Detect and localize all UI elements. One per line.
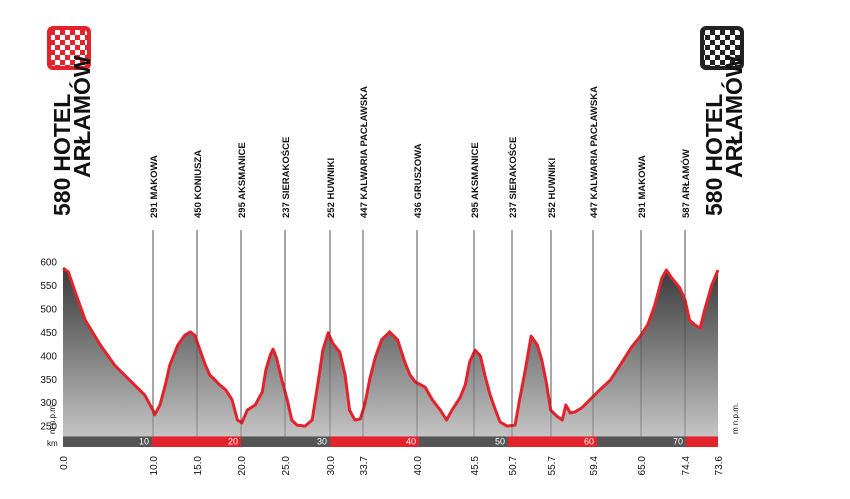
waypoint-name: 447 KALWARIA PACŁAWSKA — [589, 86, 600, 218]
finish-flag — [700, 26, 744, 70]
start-flag — [47, 26, 91, 70]
x-tick-label: 70 — [673, 437, 683, 447]
waypoint-name: 252 HUWNIKI — [326, 158, 337, 218]
y-label: m n.p.m. — [48, 403, 57, 434]
waypoint-km: 30.0 — [326, 456, 337, 476]
waypoint-km: 20.0 — [237, 456, 248, 476]
km-segment — [329, 436, 419, 447]
profile-line — [62, 266, 720, 428]
start-name: HOTEL — [49, 94, 75, 172]
waypoint-name: 450 KONIUSZA — [193, 150, 204, 218]
waypoint-name: 291 MAKOWA — [149, 155, 160, 218]
waypoint-km: 50.7 — [508, 456, 519, 476]
waypoint-name: 436 GRUSZOWA — [413, 143, 424, 218]
profile-area — [63, 268, 718, 437]
waypoint-name: 587 ARŁAMÓW — [680, 149, 692, 218]
km-segment — [507, 436, 597, 447]
x-tick-label: 20 — [228, 437, 238, 447]
y-tick-label: 600 — [40, 258, 57, 269]
finish-name: ARŁAMÓW — [720, 55, 747, 178]
waypoint-km: 33.7 — [359, 456, 370, 476]
finish-name: HOTEL — [701, 94, 727, 172]
start-km: 0.0 — [59, 456, 70, 470]
start-name: ARŁAMÓW — [68, 55, 95, 178]
km-segment — [685, 436, 718, 447]
y-tick-label: 300 — [40, 398, 57, 409]
y-tick-label: 450 — [40, 328, 57, 339]
waypoint-name: 295 AKSMANICE — [237, 142, 248, 218]
km-segment — [596, 436, 686, 447]
waypoint-km: 74.4 — [681, 456, 692, 476]
y-tick-label: 500 — [40, 305, 57, 316]
waypoint-km: 45.5 — [470, 456, 481, 476]
finish-label: 580 HOTEL — [701, 94, 727, 216]
y-label: m n.p.m. — [731, 403, 740, 434]
km-segment — [240, 436, 330, 447]
x-tick-label: 50 — [495, 437, 505, 447]
waypoint-name: 295 AKSMANICE — [470, 142, 481, 218]
waypoint-name: 291 MAKOWA — [637, 155, 648, 218]
finish-km: 73.6 — [714, 456, 725, 476]
y-tick-label: 350 — [40, 375, 57, 386]
y-tick-label: 250 — [40, 422, 57, 433]
y-tick-label: 400 — [40, 351, 57, 362]
waypoint-km: 65.0 — [637, 456, 648, 476]
waypoint-km: 40.0 — [413, 456, 424, 476]
waypoint-km: 25.0 — [281, 456, 292, 476]
start-altitude: 580 — [49, 178, 75, 216]
waypoint-name: 447 KALWARIA PACŁAWSKA — [359, 86, 370, 218]
x-tick-label: 60 — [584, 437, 594, 447]
finish-altitude: 580 — [701, 178, 727, 216]
km-segment — [418, 436, 508, 447]
x-tick-label: 10 — [139, 437, 149, 447]
x-tick-label: 40 — [406, 437, 416, 447]
y-tick-label: 550 — [40, 281, 57, 292]
waypoint-km: 15.0 — [193, 456, 204, 476]
start-label: 580 HOTEL — [49, 94, 75, 216]
waypoint-km: 55.7 — [547, 456, 558, 476]
waypoint-name: 237 SIERAKOŚCE — [507, 137, 519, 218]
waypoint-km: 59.4 — [589, 456, 600, 476]
x-tick-label: 30 — [317, 437, 327, 447]
km-segment — [151, 436, 241, 447]
waypoint-name: 237 SIERAKOŚCE — [280, 137, 292, 218]
waypoint-km: 10.0 — [149, 456, 160, 476]
waypoint-name: 252 HUWNIKI — [547, 158, 558, 218]
km-segment — [63, 436, 152, 447]
x-label: km — [47, 439, 58, 448]
